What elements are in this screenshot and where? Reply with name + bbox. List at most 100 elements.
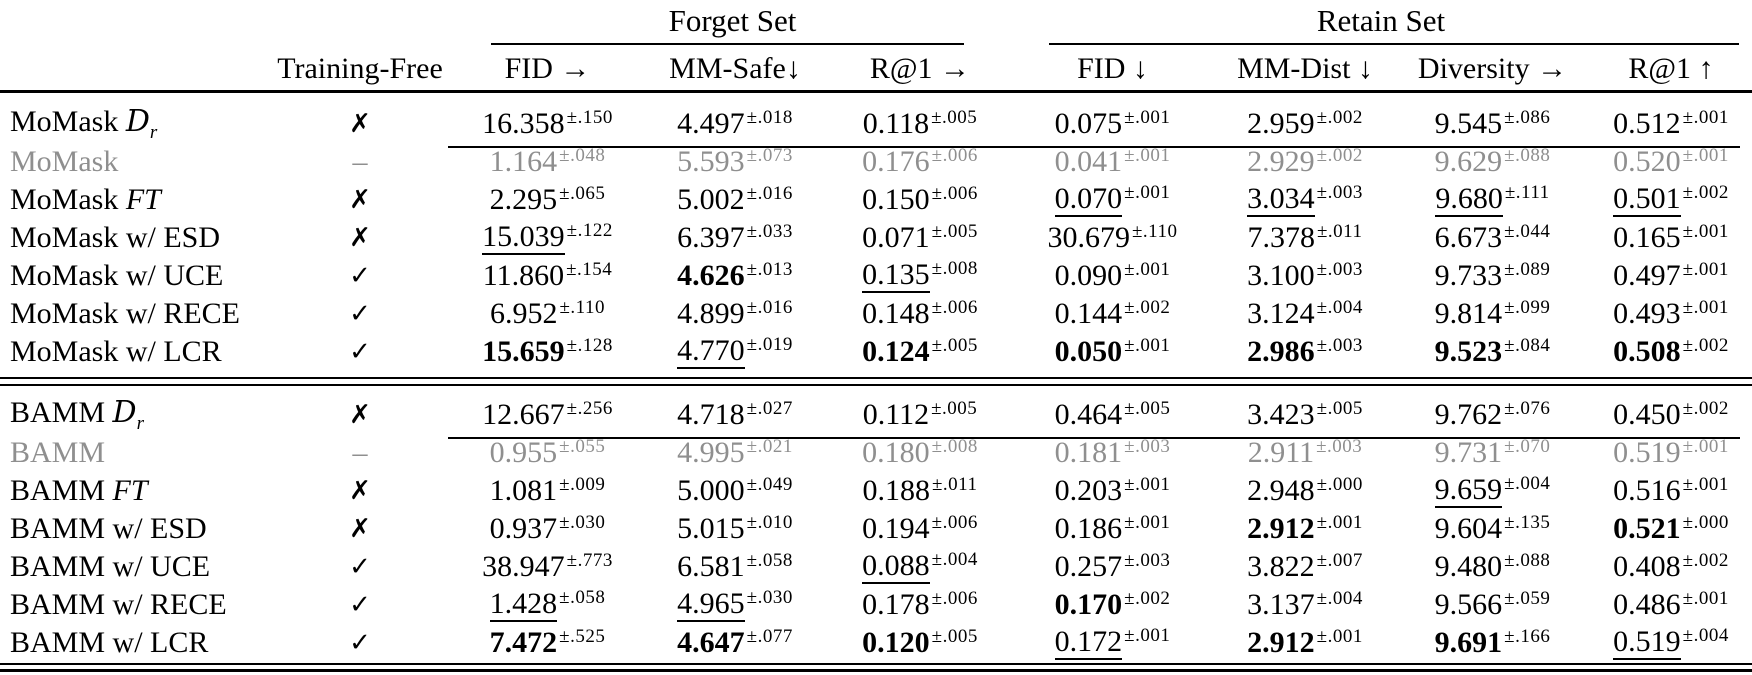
table-row: MoMask – 1.164 ±.048 5.593 ±.073 0.176 ±.006 0.0…: [0, 143, 1752, 181]
method-name: MoMask: [10, 145, 119, 178]
cross-mark-icon: ✗: [349, 223, 371, 253]
metric-value: 1.428 ±.058: [489, 586, 606, 622]
header-rule: [0, 90, 1752, 93]
bottom-rule-bottom: [0, 669, 1752, 672]
metric-value: 9.731 ±.070: [1434, 436, 1551, 469]
metric-value: 9.762 ±.076: [1434, 398, 1551, 431]
metric-value: 0.148 ±.006: [862, 297, 978, 330]
group-header-forget-set: Forget Set: [668, 3, 797, 38]
metric-value: 9.680 ±.111: [1435, 181, 1550, 217]
metric-value: 0.203 ±.001: [1054, 474, 1171, 507]
bamm-partial-rule: [448, 437, 1740, 439]
metric-value: 0.516 ±.001: [1613, 474, 1729, 507]
metric-value: 0.176 ±.006: [862, 145, 978, 178]
table-row: MoMask w/ LCR ✓ 15.659 ±.128 4.770 ±.019 0.124…: [0, 333, 1752, 371]
retain-set-rule: [1049, 43, 1739, 45]
method-name: MoMask w/ ESD: [10, 221, 221, 254]
metric-value: 0.088 ±.004: [862, 548, 978, 584]
metric-value: 3.100 ±.003: [1247, 259, 1363, 292]
metric-value: 9.523 ±.084: [1434, 335, 1551, 368]
table-row: BAMM w/ UCE ✓ 38.947 ±.773 6.581 ±.058 0.088 ±.…: [0, 548, 1752, 586]
cross-mark-icon: ✗: [349, 514, 371, 544]
metric-value: 4.899 ±.016: [677, 297, 793, 330]
method-name: BAMM Dr: [10, 394, 144, 434]
metric-value: 0.181 ±.003: [1054, 436, 1171, 469]
metric-value: 0.501 ±.002: [1613, 181, 1729, 217]
metric-value: 2.912 ±.001: [1247, 626, 1363, 659]
cross-mark-icon: ✗: [349, 185, 371, 215]
metric-value: 30.679 ±.110: [1047, 221, 1178, 254]
table-row: BAMM w/ LCR ✓ 7.472 ±.525 4.647 ±.077 0.120 ±.0…: [0, 624, 1752, 662]
metric-value: 1.081 ±.009: [489, 474, 606, 507]
metric-value: 0.071 ±.005: [862, 221, 978, 254]
col-header-fid-retain: FID ↓: [1077, 52, 1148, 85]
metric-value: 2.911 ±.003: [1247, 436, 1363, 469]
metric-value: 1.164 ±.048: [489, 145, 606, 178]
cross-mark-icon: ✗: [349, 476, 371, 506]
method-name: MoMask FT: [10, 183, 161, 216]
method-name: BAMM w/ LCR: [10, 626, 209, 659]
metric-value: 7.378 ±.011: [1247, 221, 1363, 254]
metric-value: 0.186 ±.001: [1054, 512, 1171, 545]
metric-value: 38.947 ±.773: [482, 550, 613, 583]
metric-value: 0.135 ±.008: [862, 257, 978, 293]
metric-value: 0.450 ±.002: [1613, 398, 1729, 431]
metric-value: 0.497 ±.001: [1613, 259, 1729, 292]
metric-value: 6.673 ±.044: [1434, 221, 1551, 254]
metric-value: 0.194 ±.006: [862, 512, 978, 545]
metric-value: 4.770 ±.019: [677, 333, 793, 369]
cross-mark-icon: ✗: [349, 400, 371, 430]
metric-value: 5.593 ±.073: [677, 145, 793, 178]
column-header-row: Training-Free FID → MM-Safe↓ R@1 → FID ↓…: [0, 46, 1752, 92]
check-mark-icon: ✓: [349, 628, 371, 658]
metric-value: 0.178 ±.006: [862, 588, 978, 621]
table-row: BAMM FT ✗ 1.081 ±.009 5.000 ±.049 0.188 ±.011 0.…: [0, 472, 1752, 510]
dash-mark: –: [352, 145, 368, 178]
metric-value: 15.039 ±.122: [482, 219, 613, 255]
metric-value: 4.647 ±.077: [677, 626, 793, 659]
metric-value: 16.358 ±.150: [482, 107, 613, 140]
section-divider-rule-top: [0, 377, 1752, 379]
metric-value: 0.170 ±.002: [1054, 588, 1171, 621]
metric-value: 0.519 ±.004: [1613, 624, 1729, 660]
metric-value: 0.486 ±.001: [1613, 588, 1729, 621]
metric-value: 4.995 ±.021: [677, 436, 793, 469]
metric-value: 0.180 ±.008: [862, 436, 978, 469]
metric-value: 0.118 ±.005: [862, 107, 978, 140]
metric-value: 0.508 ±.002: [1613, 335, 1729, 368]
metric-value: 9.480 ±.088: [1434, 550, 1551, 583]
metric-value: 9.659 ±.004: [1434, 472, 1551, 508]
table-row: MoMask w/ UCE ✓ 11.860 ±.154 4.626 ±.013 0.135…: [0, 257, 1752, 295]
col-header-mm-dist: MM-Dist ↓: [1237, 52, 1373, 85]
metric-value: 9.629 ±.088: [1434, 145, 1551, 178]
metric-value: 4.965 ±.030: [677, 586, 793, 622]
metric-value: 7.472 ±.525: [489, 626, 606, 659]
method-name: MoMask Dr: [10, 103, 158, 143]
metric-value: 0.257 ±.003: [1054, 550, 1171, 583]
method-name: BAMM FT: [10, 474, 148, 507]
metric-value: 2.929 ±.002: [1247, 145, 1363, 178]
metric-value: 2.959 ±.002: [1247, 107, 1363, 140]
table-row: BAMM w/ RECE ✓ 1.428 ±.058 4.965 ±.030 0.178 ±.…: [0, 586, 1752, 624]
metric-value: 9.545 ±.086: [1434, 107, 1551, 140]
metric-value: 6.952 ±.110: [490, 297, 605, 330]
metric-value: 9.691 ±.166: [1434, 626, 1551, 659]
metric-value: 9.814 ±.099: [1434, 297, 1551, 330]
metric-value: 0.075 ±.001: [1054, 107, 1171, 140]
check-mark-icon: ✓: [349, 552, 371, 582]
check-mark-icon: ✓: [349, 337, 371, 367]
metric-value: 0.165 ±.001: [1613, 221, 1729, 254]
method-name: MoMask w/ RECE: [10, 297, 241, 330]
metric-value: 3.423 ±.005: [1247, 398, 1363, 431]
table-row: MoMask w/ ESD ✗ 15.039 ±.122 6.397 ±.033 0.071…: [0, 219, 1752, 257]
metric-value: 4.626 ±.013: [677, 259, 793, 292]
metric-value: 12.667 ±.256: [482, 398, 613, 431]
metric-value: 5.000 ±.049: [677, 474, 793, 507]
metric-value: 3.034 ±.003: [1247, 181, 1363, 217]
metric-value: 5.002 ±.016: [677, 183, 793, 216]
metric-value: 0.112 ±.005: [862, 398, 978, 431]
metric-value: 0.519 ±.001: [1613, 436, 1729, 469]
check-mark-icon: ✓: [349, 261, 371, 291]
col-header-fid-forget: FID →: [504, 52, 591, 85]
